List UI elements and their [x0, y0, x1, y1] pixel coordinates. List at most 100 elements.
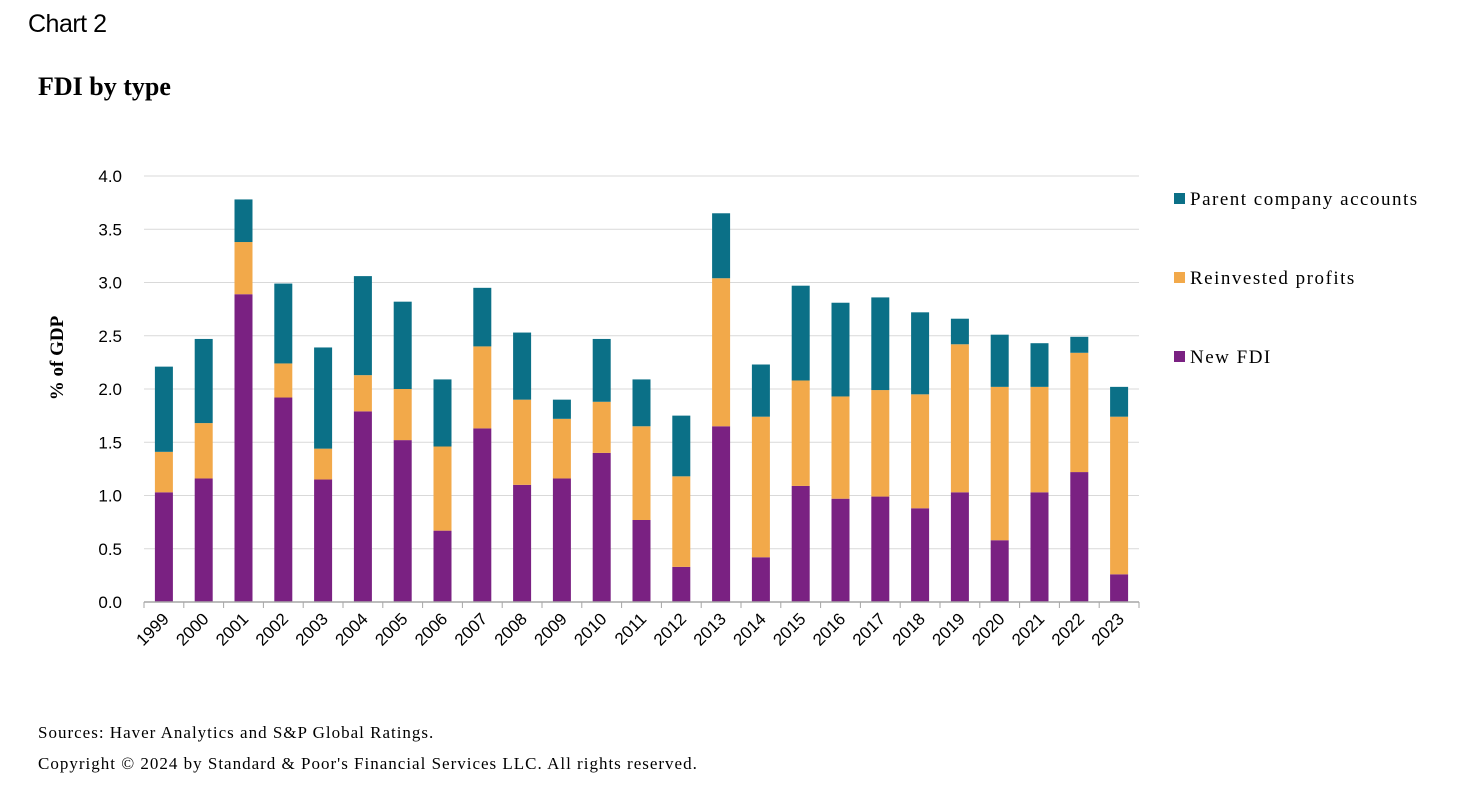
x-tick-label-2012: 2012	[650, 609, 690, 649]
bar-new-fdi-2009	[552, 478, 571, 602]
x-tick-label-2001: 2001	[212, 609, 252, 649]
bar-reinvested-profits-2012	[672, 476, 691, 567]
bar-new-fdi-2015	[791, 485, 810, 602]
y-tick-label-7: 3.5	[98, 220, 122, 239]
bars	[154, 199, 1129, 602]
bar-reinvested-profits-2002	[274, 363, 293, 398]
bar-reinvested-profits-2003	[314, 448, 333, 480]
legend: Parent company accounts Reinvested profit…	[1174, 189, 1417, 368]
bar-reinvested-profits-2006	[433, 446, 452, 531]
x-tick-label-2019: 2019	[929, 609, 969, 649]
x-tick-label-2000: 2000	[172, 609, 212, 649]
bar-new-fdi-2017	[871, 496, 890, 602]
y-tick-label-6: 3.0	[98, 274, 122, 293]
bar-parent-company-accounts-2017	[871, 297, 890, 391]
x-tick-label-2002: 2002	[252, 609, 292, 649]
y-axis-label: % of GDP	[47, 315, 68, 400]
x-tick-label-2017: 2017	[849, 609, 889, 649]
x-tick-label-2010: 2010	[570, 609, 610, 649]
bar-reinvested-profits-2014	[751, 416, 770, 558]
bar-parent-company-accounts-2013	[712, 213, 731, 279]
x-tick-label-2022: 2022	[1048, 609, 1088, 649]
bar-parent-company-accounts-2004	[353, 276, 372, 376]
bar-parent-company-accounts-2005	[393, 301, 412, 389]
bar-new-fdi-2013	[712, 426, 731, 602]
bar-reinvested-profits-2007	[473, 346, 492, 429]
bar-reinvested-profits-2000	[194, 423, 213, 479]
bar-reinvested-profits-2022	[1070, 352, 1089, 473]
bar-parent-company-accounts-2012	[672, 415, 691, 477]
axes	[143, 601, 1140, 608]
bar-new-fdi-2012	[672, 566, 691, 602]
bar-new-fdi-2002	[274, 397, 293, 602]
y-tick-label-8: 4.0	[98, 167, 122, 186]
legend-swatch-parent-company-accounts	[1174, 193, 1185, 204]
bar-new-fdi-2005	[393, 440, 412, 602]
y-tick-label-3: 1.5	[98, 433, 122, 452]
bar-new-fdi-2004	[353, 411, 372, 602]
bar-new-fdi-2011	[632, 519, 651, 602]
x-tick-label-2021: 2021	[1008, 609, 1048, 649]
bar-parent-company-accounts-2010	[592, 338, 611, 402]
y-tick-label-2: 1.0	[98, 487, 122, 506]
y-tick-label-0: 0.0	[98, 593, 122, 612]
bar-reinvested-profits-2009	[552, 418, 571, 479]
bar-reinvested-profits-2020	[990, 386, 1009, 541]
legend-label-reinvested-profits: Reinvested profits	[1190, 268, 1356, 289]
x-tick-label-2007: 2007	[451, 609, 491, 649]
bar-reinvested-profits-2017	[871, 390, 890, 497]
bar-parent-company-accounts-2001	[234, 199, 253, 243]
bar-parent-company-accounts-2011	[632, 379, 651, 427]
bar-new-fdi-2008	[513, 484, 532, 602]
bar-reinvested-profits-2016	[831, 396, 850, 499]
bar-reinvested-profits-2018	[911, 394, 930, 509]
bar-parent-company-accounts-2008	[513, 332, 532, 400]
bar-parent-company-accounts-2009	[552, 399, 571, 419]
legend-swatch-new-fdi	[1174, 351, 1185, 362]
legend-label-new-fdi: New FDI	[1190, 347, 1272, 368]
bar-reinvested-profits-2011	[632, 426, 651, 520]
x-tick-label-2014: 2014	[730, 609, 770, 649]
x-tick-label-2011: 2011	[611, 609, 650, 648]
bar-new-fdi-2000	[194, 478, 213, 602]
x-tick-label-1999: 1999	[133, 609, 173, 649]
y-tick-labels: 0.0 0.5 1.0 1.5 2.0 2.5 3.0 3.5 4.0	[98, 167, 122, 612]
bar-parent-company-accounts-2002	[274, 283, 293, 364]
bar-new-fdi-2016	[831, 498, 850, 602]
bar-reinvested-profits-2008	[513, 399, 532, 485]
bar-new-fdi-2019	[950, 492, 969, 602]
bar-reinvested-profits-2021	[1030, 386, 1049, 493]
x-tick-label-2008: 2008	[491, 609, 531, 649]
bar-new-fdi-2023	[1110, 574, 1129, 602]
bar-new-fdi-2020	[990, 540, 1009, 602]
bar-reinvested-profits-2023	[1110, 416, 1129, 575]
bar-parent-company-accounts-1999	[154, 366, 173, 452]
bar-reinvested-profits-2015	[791, 380, 810, 486]
x-tick-label-2006: 2006	[411, 609, 451, 649]
x-tick-label-2018: 2018	[889, 609, 929, 649]
x-tick-label-2015: 2015	[769, 609, 809, 649]
bar-parent-company-accounts-2006	[433, 379, 452, 447]
x-tick-label-2004: 2004	[332, 609, 372, 649]
bar-new-fdi-2021	[1030, 492, 1049, 602]
bar-new-fdi-1999	[154, 492, 173, 602]
bar-parent-company-accounts-2020	[990, 334, 1009, 387]
x-tick-labels: 1999 2000 2001 2002 2003 2004 2005 2006 2007 2008…	[133, 609, 1128, 649]
bar-parent-company-accounts-2023	[1110, 386, 1129, 417]
bar-parent-company-accounts-2022	[1070, 336, 1089, 353]
x-tick-label-2016: 2016	[809, 609, 849, 649]
x-tick-label-2009: 2009	[531, 609, 571, 649]
bar-parent-company-accounts-2015	[791, 285, 810, 381]
bar-new-fdi-2007	[473, 428, 492, 602]
bar-reinvested-profits-2013	[712, 278, 731, 427]
x-tick-label-2023: 2023	[1088, 609, 1128, 649]
bar-parent-company-accounts-2021	[1030, 343, 1049, 387]
y-tick-label-5: 2.5	[98, 327, 122, 346]
chart-label: Chart 2	[28, 10, 107, 38]
bar-parent-company-accounts-2018	[911, 312, 930, 395]
bar-new-fdi-2014	[751, 557, 770, 602]
bar-reinvested-profits-1999	[154, 451, 173, 493]
bar-reinvested-profits-2010	[592, 401, 611, 453]
copyright-note: Copyright © 2024 by Standard & Poor's Fi…	[38, 754, 698, 773]
